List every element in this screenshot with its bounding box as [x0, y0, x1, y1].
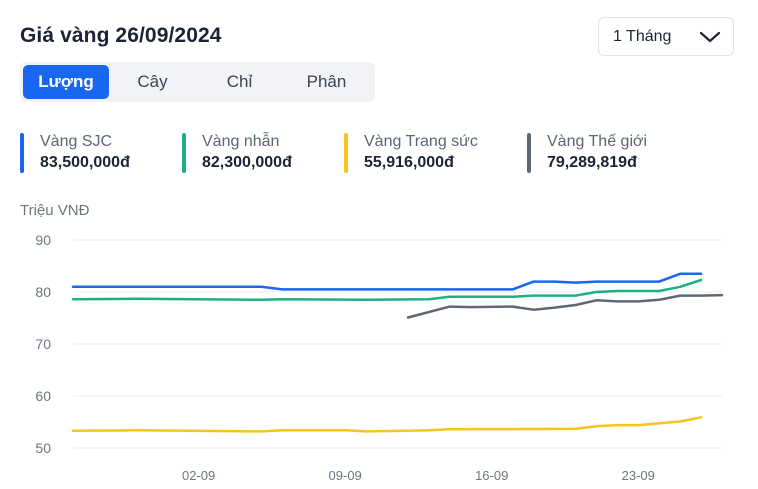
x-tick-label: 09-09	[329, 468, 362, 483]
legend-color-sjc	[20, 133, 24, 173]
unit-tabs: Lượng Cây Chỉ Phân	[20, 62, 375, 102]
series-line-1	[71, 278, 703, 302]
y-axis-title: Triệu VNĐ	[20, 202, 90, 219]
x-tick-label: 02-09	[182, 468, 215, 483]
legend-value: 83,500,000đ	[40, 154, 130, 171]
legend-value: 82,300,000đ	[202, 154, 292, 171]
tab-luong[interactable]: Lượng	[23, 65, 109, 99]
y-tick-label: 90	[35, 232, 51, 248]
chart-legend: Vàng SJC 83,500,000đ Vàng nhẫn 82,300,00…	[0, 133, 758, 173]
series-line-3	[406, 293, 724, 319]
y-tick-label: 50	[35, 440, 51, 456]
tab-chi[interactable]: Chỉ	[226, 72, 253, 91]
series-line-2	[71, 416, 703, 433]
y-tick-label: 80	[35, 284, 51, 300]
x-tick-label: 16-09	[475, 468, 508, 483]
legend-color-trang-suc	[344, 133, 348, 173]
legend-name: Vàng Thế giới	[547, 133, 648, 150]
x-tick-label: 23-09	[622, 468, 655, 483]
legend-name: Vàng nhẫn	[202, 133, 280, 150]
tab-cay[interactable]: Cây	[137, 72, 168, 91]
series-line-0	[71, 272, 703, 291]
legend-color-nhan	[182, 133, 186, 173]
legend-name: Vàng Trang sức	[364, 133, 478, 150]
legend-color-the-gioi	[527, 133, 531, 173]
chevron-down-icon	[699, 30, 721, 44]
legend-value: 79,289,819đ	[547, 154, 637, 171]
period-select-value: 1 Tháng	[613, 27, 672, 45]
legend-name: Vàng SJC	[40, 133, 113, 150]
tab-phan[interactable]: Phân	[306, 72, 347, 91]
y-tick-label: 70	[35, 336, 51, 352]
page-title: Giá vàng 26/09/2024	[20, 24, 222, 47]
y-tick-label: 60	[35, 388, 51, 404]
period-select[interactable]: 1 Tháng	[598, 17, 734, 56]
legend-value: 55,916,000đ	[364, 154, 454, 171]
